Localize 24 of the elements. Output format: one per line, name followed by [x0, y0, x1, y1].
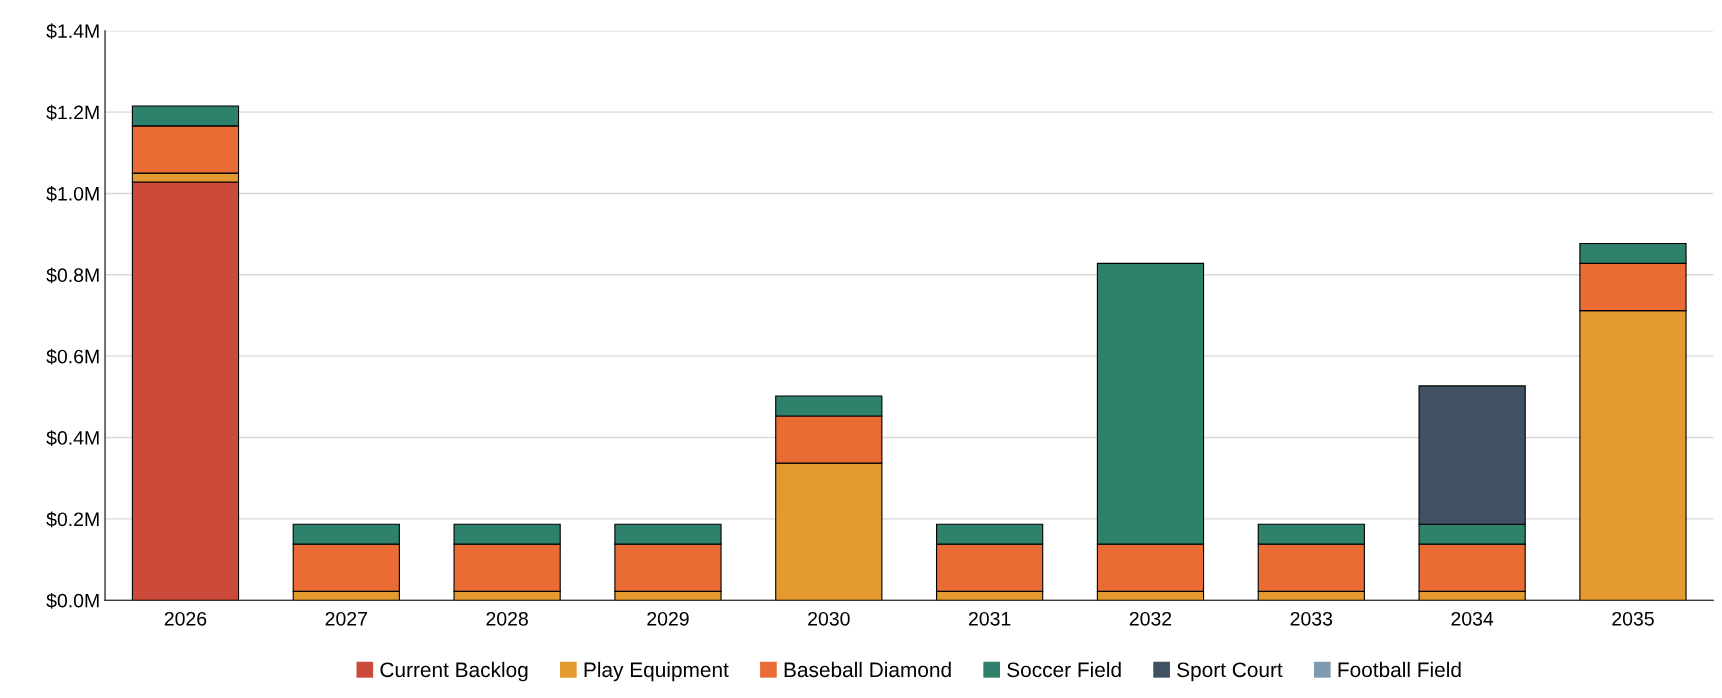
y-tick-label: $1.4M — [46, 23, 99, 40]
x-tick-label: 2026 — [164, 611, 207, 626]
x-tick-label: 2034 — [1451, 611, 1494, 626]
x-tick-label: 2032 — [1129, 611, 1172, 626]
y-tick-label: $1.0M — [46, 186, 99, 202]
y-tick-label: $0.6M — [46, 348, 99, 365]
legend-label: Baseball Diamond — [784, 661, 951, 678]
legend-label: Current Backlog — [380, 661, 528, 682]
x-tick-label: 2031 — [968, 611, 1011, 626]
y-tick-label: $0.8M — [46, 267, 99, 284]
x-tick-label: 2033 — [1290, 611, 1333, 626]
y-tick-label: $1.2M — [46, 104, 99, 121]
y-tick-label: $0.4M — [46, 430, 99, 446]
legend-label: Play Equipment — [584, 661, 729, 682]
legend-label: Football Field — [1338, 661, 1461, 678]
y-tick-label: $0.0M — [46, 592, 99, 609]
x-tick-label: 2035 — [1612, 611, 1654, 626]
x-tick-label: 2030 — [808, 611, 850, 626]
x-tick-label: 2027 — [325, 611, 367, 626]
y-tick-label: $0.2M — [46, 511, 99, 528]
legend-label: Sport Court — [1177, 662, 1283, 682]
x-tick-label: 2028 — [486, 611, 528, 626]
x-tick-label: 2029 — [647, 611, 689, 626]
legend-label: Soccer Field — [1007, 661, 1121, 678]
